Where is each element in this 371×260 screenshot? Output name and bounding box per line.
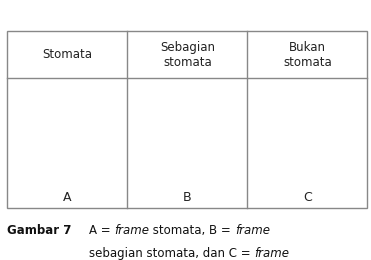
Text: frame: frame — [114, 224, 150, 237]
Text: stomata, B =: stomata, B = — [150, 224, 235, 237]
Text: A: A — [63, 191, 72, 204]
Text: Sebagian
stomata: Sebagian stomata — [160, 41, 215, 69]
Text: Gambar 7: Gambar 7 — [7, 224, 72, 237]
Text: B: B — [183, 191, 192, 204]
Text: A =: A = — [89, 224, 114, 237]
Text: C: C — [303, 191, 312, 204]
Text: Stomata: Stomata — [42, 48, 92, 61]
Text: sebagian stomata, dan C =: sebagian stomata, dan C = — [89, 247, 255, 260]
Text: frame: frame — [235, 224, 270, 237]
Text: Bukan
stomata: Bukan stomata — [283, 41, 332, 69]
Text: frame: frame — [255, 247, 289, 260]
